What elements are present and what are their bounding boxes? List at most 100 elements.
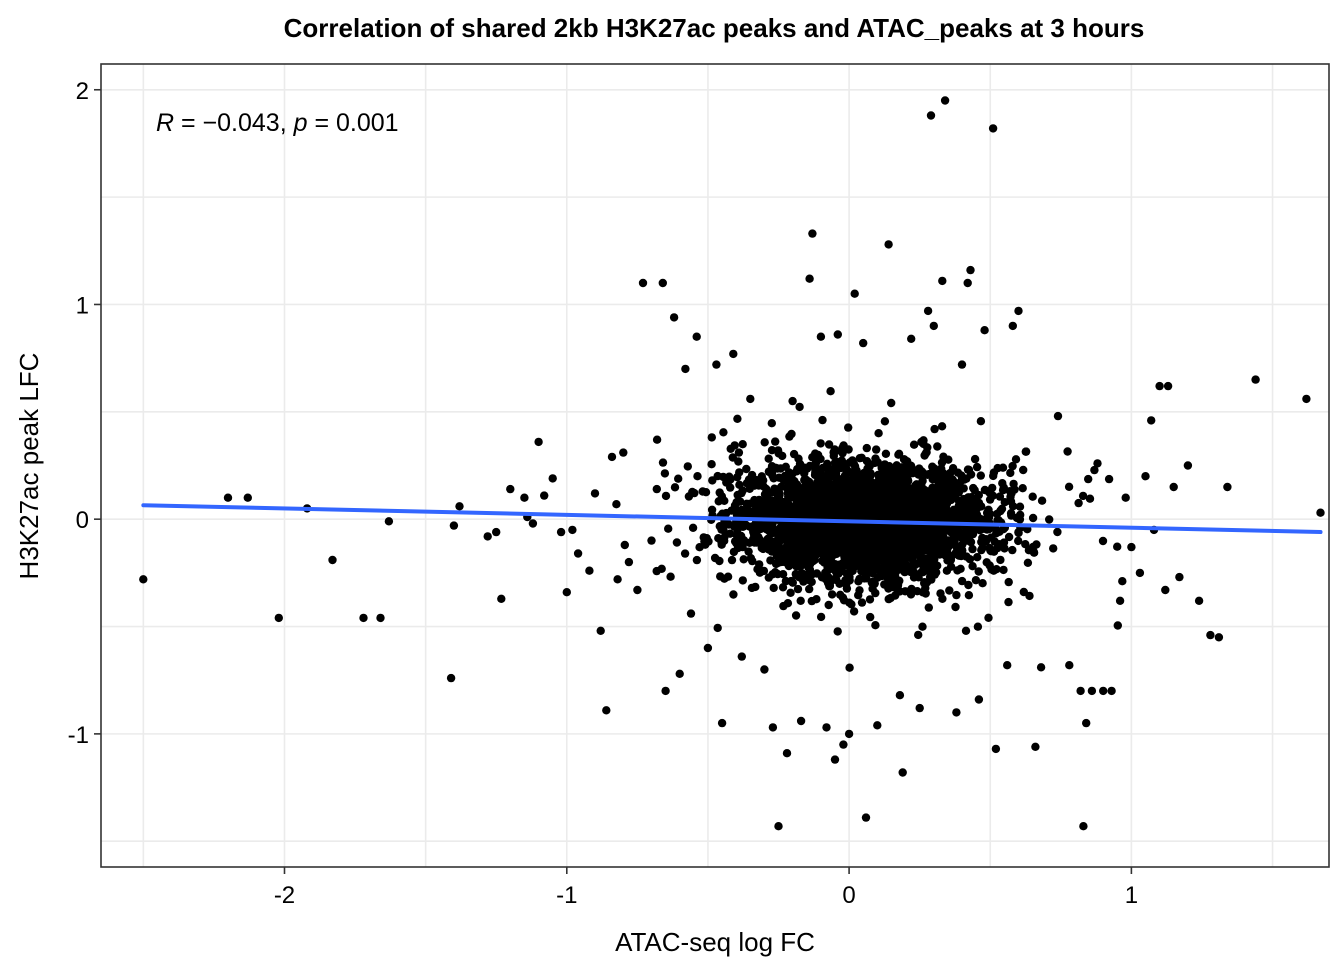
data-point xyxy=(729,590,738,599)
data-point xyxy=(675,669,684,678)
data-point xyxy=(223,493,233,502)
data-point xyxy=(945,469,954,479)
data-point xyxy=(960,512,970,522)
data-point xyxy=(759,566,769,576)
data-point xyxy=(686,609,696,618)
data-point xyxy=(923,306,933,316)
data-point xyxy=(844,445,853,454)
grid xyxy=(101,64,1329,867)
data-point xyxy=(890,560,899,569)
data-point xyxy=(830,755,840,764)
data-point xyxy=(633,585,642,595)
data-point xyxy=(891,543,900,552)
data-point xyxy=(585,566,594,575)
data-point xyxy=(841,508,850,517)
data-point xyxy=(1082,718,1091,728)
data-point xyxy=(922,578,932,587)
data-point xyxy=(999,525,1008,534)
data-point xyxy=(820,538,829,547)
data-point xyxy=(1028,513,1038,523)
data-point xyxy=(816,439,825,448)
data-point xyxy=(873,721,882,730)
data-point xyxy=(805,274,814,283)
data-point xyxy=(828,465,837,474)
data-point xyxy=(760,490,770,499)
data-point xyxy=(1161,585,1170,595)
data-point xyxy=(520,493,529,502)
data-point xyxy=(1251,375,1260,384)
data-point xyxy=(995,492,1005,501)
data-point xyxy=(795,402,804,412)
data-point xyxy=(841,544,850,553)
data-point xyxy=(930,470,940,480)
data-point xyxy=(1008,545,1017,555)
data-point xyxy=(778,583,788,592)
data-point xyxy=(842,493,852,502)
data-point xyxy=(984,613,993,622)
data-point xyxy=(1127,542,1136,552)
data-point xyxy=(562,588,571,597)
data-point xyxy=(771,568,780,577)
data-point xyxy=(1031,742,1040,751)
data-point xyxy=(744,547,753,556)
data-point xyxy=(866,469,875,478)
data-point xyxy=(957,476,967,485)
data-point xyxy=(726,444,735,453)
data-point xyxy=(384,517,394,526)
data-point xyxy=(661,686,670,696)
data-point xyxy=(1121,493,1130,502)
data-point xyxy=(739,555,748,564)
data-point xyxy=(730,522,739,531)
data-point xyxy=(816,332,826,341)
data-point xyxy=(896,497,906,507)
data-point xyxy=(727,555,737,565)
data-point xyxy=(974,567,983,576)
data-point xyxy=(875,477,884,486)
data-point xyxy=(624,557,634,567)
data-point xyxy=(1019,587,1028,597)
data-point xyxy=(947,552,956,561)
data-point xyxy=(874,429,883,438)
data-point xyxy=(703,643,713,653)
data-point xyxy=(772,552,782,561)
data-point xyxy=(858,538,868,548)
data-point xyxy=(847,483,857,492)
data-point xyxy=(674,474,683,483)
data-point xyxy=(864,506,873,516)
points xyxy=(139,96,1325,831)
y-tick-label: 0 xyxy=(76,507,89,534)
data-point xyxy=(882,500,892,510)
data-point xyxy=(871,588,880,598)
data-point xyxy=(951,602,960,612)
data-point xyxy=(774,449,783,458)
data-point xyxy=(767,419,776,428)
data-point xyxy=(1175,572,1184,582)
data-point xyxy=(784,468,794,477)
data-point xyxy=(658,278,667,288)
data-point xyxy=(850,511,860,520)
data-point xyxy=(880,460,889,469)
data-point xyxy=(808,229,817,238)
data-point xyxy=(944,455,953,464)
data-point xyxy=(829,448,838,457)
data-point xyxy=(996,555,1005,565)
data-point xyxy=(980,326,989,335)
data-point xyxy=(767,468,777,478)
data-point xyxy=(976,471,985,480)
data-point xyxy=(952,528,962,537)
data-point xyxy=(937,458,947,467)
data-point xyxy=(823,459,832,468)
data-point xyxy=(1004,577,1013,587)
data-point xyxy=(1113,621,1123,630)
data-point xyxy=(540,491,549,500)
data-point xyxy=(817,502,827,512)
data-point xyxy=(833,534,842,544)
data-point xyxy=(1099,686,1108,696)
data-point xyxy=(900,455,909,464)
data-point xyxy=(785,432,794,441)
data-point xyxy=(768,723,778,732)
y-tick-label: 1 xyxy=(76,292,89,319)
data-point xyxy=(895,691,905,700)
data-point xyxy=(870,458,879,468)
y-tick-label: -1 xyxy=(68,722,89,749)
